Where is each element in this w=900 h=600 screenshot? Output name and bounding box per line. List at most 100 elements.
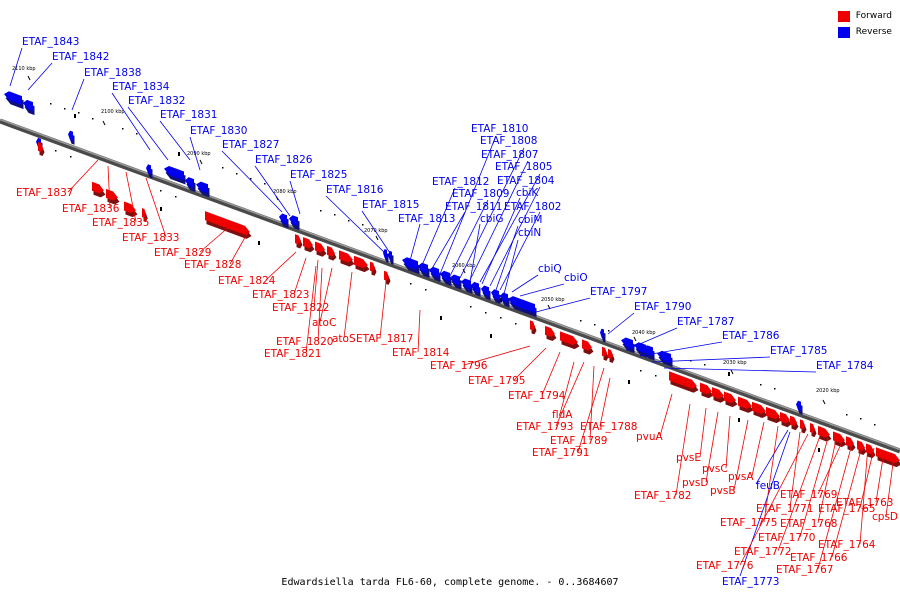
- gene-label: ETAF_1769: [780, 489, 837, 501]
- tick-label: 2060 kbp: [452, 263, 476, 269]
- gene-label: ETAF_1782: [634, 490, 691, 502]
- gene-label: ETAF_1825: [290, 169, 347, 181]
- gene-arrow: [38, 141, 43, 153]
- gene-label: ETAF_1807: [481, 149, 538, 161]
- tick-mark: [730, 369, 734, 375]
- leader-line: [463, 345, 531, 366]
- gene-label: cpsD: [872, 511, 898, 523]
- caption: Edwardsiella tarda FL6-60, complete geno…: [281, 577, 619, 588]
- leader-line: [831, 445, 863, 558]
- tick-label: 2040 kbp: [632, 330, 656, 336]
- legend: Forward Reverse: [837, 8, 892, 40]
- gene-arrow: [790, 415, 797, 427]
- leader-line: [659, 393, 673, 437]
- gene-label: cbiM: [518, 214, 542, 226]
- leader-line: [305, 265, 317, 354]
- gene-label: ETAF_1838: [84, 67, 141, 79]
- tick-label: 2030 kbp: [723, 360, 747, 366]
- gene-arrow: [327, 245, 335, 257]
- gene-arrow: [279, 213, 287, 225]
- leader-line: [817, 441, 843, 495]
- gene-arrow: [289, 215, 298, 227]
- reverse-genes: [4, 91, 803, 415]
- leader-line: [541, 351, 561, 396]
- gene-arrow: [752, 401, 766, 415]
- leader-line: [9, 47, 23, 87]
- leader-line: [777, 435, 821, 552]
- gene-arrow: [4, 91, 22, 106]
- gene-arrow: [339, 250, 353, 263]
- gene-label: ETAF_1796: [430, 360, 488, 372]
- gene-label: pvsD: [682, 477, 708, 489]
- tick-mark: [199, 159, 203, 165]
- gene-label: ETAF_1795: [468, 375, 525, 387]
- leader-line: [559, 361, 575, 415]
- leader-line: [107, 165, 111, 209]
- gene-label: ETAF_1775: [720, 517, 777, 529]
- gene-label: ETAF_1791: [532, 447, 589, 459]
- tick-mark: [462, 268, 466, 274]
- forward-swatch: [837, 10, 850, 22]
- leader-line: [817, 439, 837, 524]
- leader-line: [799, 437, 829, 538]
- gene-arrow: [669, 371, 697, 389]
- gene-label: ETAF_1812: [432, 176, 489, 188]
- gene-label: ETAF_1842: [52, 51, 109, 63]
- gene-label: ETAF_1766: [790, 552, 848, 564]
- legend-label: Forward: [855, 11, 892, 21]
- gene-arrow: [560, 331, 578, 346]
- leader-line: [189, 136, 201, 171]
- gene-label: ETAF_1770: [758, 532, 815, 544]
- gene-label: ETAF_1810: [471, 123, 528, 135]
- gene-label: cbiN: [518, 227, 541, 239]
- gene-label: fldA: [552, 409, 573, 421]
- leader-line: [71, 78, 85, 111]
- tick-mark: [102, 120, 106, 126]
- leader-line: [699, 407, 707, 458]
- leader-line: [599, 377, 611, 427]
- gene-label: ETAF_1805: [495, 161, 552, 173]
- gene-arrow: [196, 181, 208, 194]
- leader-line: [313, 259, 319, 308]
- leader-line: [439, 135, 497, 275]
- gene-label: ETAF_1811: [445, 201, 502, 213]
- gene-label: ETAF_1784: [816, 360, 874, 372]
- gene-arrow: [146, 164, 151, 175]
- leader-line: [519, 283, 565, 297]
- gene-label: ETAF_1788: [580, 421, 637, 433]
- gene-arrow: [602, 346, 607, 357]
- forward-genes: [38, 141, 900, 468]
- gene-label: ETAF_1767: [776, 564, 833, 576]
- leader-line: [875, 451, 885, 503]
- gene-label: ETAF_1771: [756, 503, 813, 515]
- leader-line: [111, 92, 151, 151]
- gene-arrow: [766, 406, 780, 420]
- gene-label: cbiK: [516, 187, 539, 199]
- leader-line: [885, 455, 895, 517]
- gene-arrow: [657, 350, 671, 364]
- leader-line: [499, 211, 541, 291]
- leader-line: [751, 421, 765, 477]
- leader-line: [739, 433, 809, 566]
- gene-arrow: [142, 208, 146, 218]
- gene-arrow: [450, 274, 460, 286]
- gene-label: ETAF_1787: [677, 316, 734, 328]
- gene-arrow: [383, 249, 387, 259]
- leader-line: [361, 210, 393, 257]
- leader-line: [675, 403, 691, 496]
- gene-label: cbiG: [480, 213, 504, 225]
- gene-label: ETAF_1827: [222, 139, 279, 151]
- gene-arrow: [582, 339, 592, 351]
- leader-line: [319, 267, 333, 323]
- legend-item-forward: Forward: [837, 8, 892, 24]
- leader-line: [379, 281, 387, 339]
- gene-label: ETAF_1828: [184, 259, 241, 271]
- gene-arrow: [185, 177, 194, 189]
- leader-line: [789, 431, 801, 509]
- gene-arrow: [354, 255, 368, 269]
- legend-label: Reverse: [855, 27, 892, 37]
- gene-arrow: [810, 423, 815, 434]
- gene-arrow: [780, 412, 790, 424]
- genome-backbone: [0, 118, 900, 454]
- leader-line: [607, 312, 635, 335]
